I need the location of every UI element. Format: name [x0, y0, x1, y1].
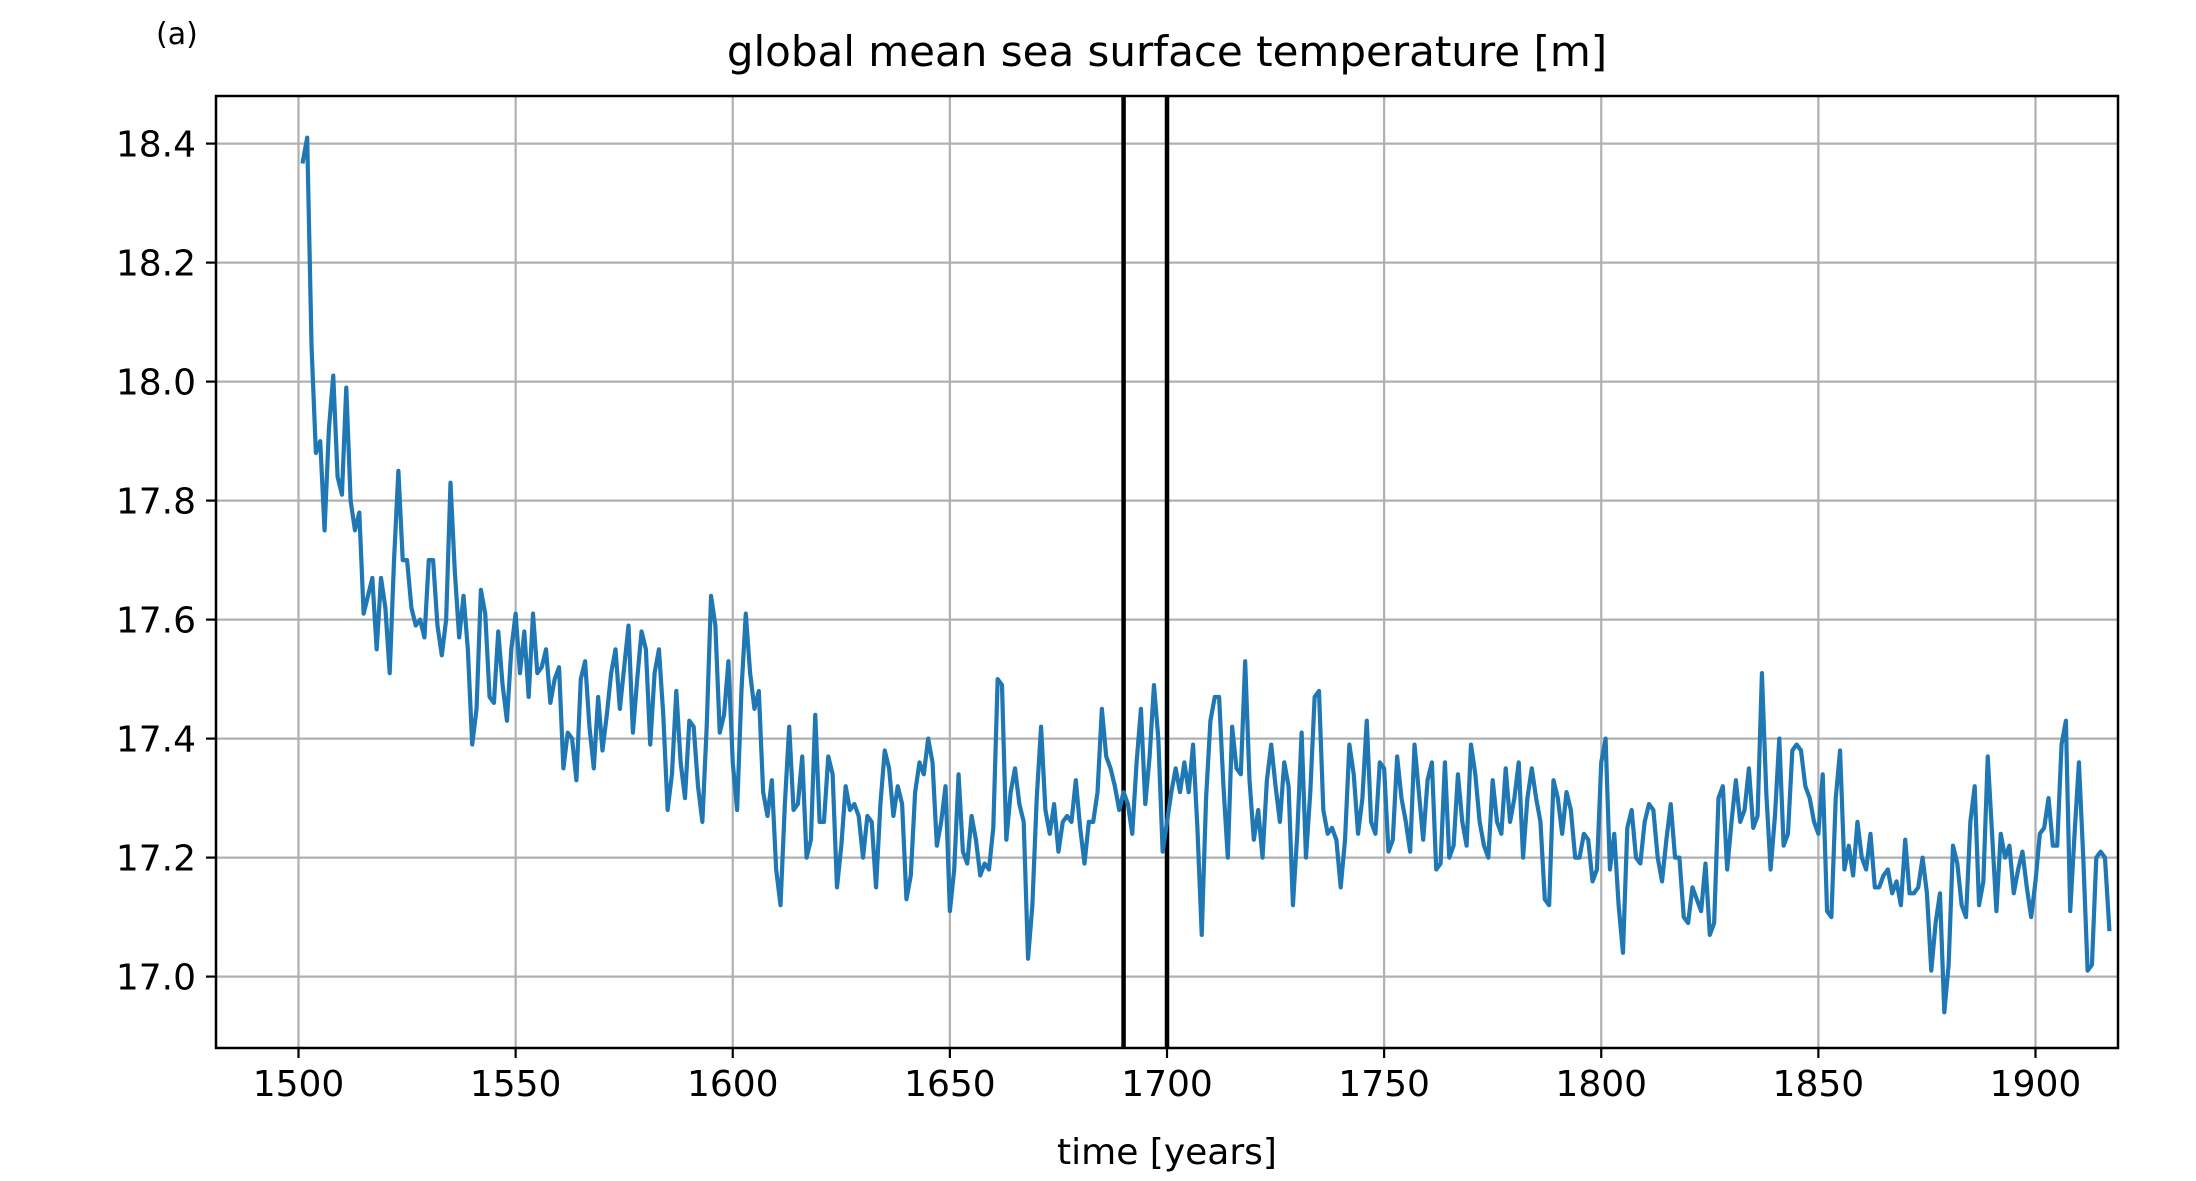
- y-tick-label: 18.0: [116, 363, 196, 404]
- y-tick-label: 17.2: [116, 839, 196, 880]
- series-group: [300, 135, 2112, 1015]
- x-axis: 1500 1550 1600 1650 1700 1750 1800 1850 1900: [253, 1048, 2082, 1105]
- y-tick-label: 17.8: [116, 482, 196, 523]
- x-tick-label: 1750: [1338, 1064, 1430, 1105]
- y-tick-label: 17.6: [116, 601, 196, 642]
- series-line: [300, 135, 2112, 1015]
- chart-title: global mean sea surface temperature [m]: [727, 27, 1607, 76]
- y-tick-label: 17.0: [116, 958, 196, 999]
- vertical-markers: [1121, 96, 1170, 1048]
- y-axis: 17.0 17.2 17.4 17.6 17.8 18.0 18.2 18.4: [116, 125, 216, 999]
- x-tick-label: 1600: [687, 1064, 779, 1105]
- x-tick-label: 1700: [1121, 1064, 1213, 1105]
- y-tick-label: 17.4: [116, 720, 196, 761]
- x-tick-label: 1550: [470, 1064, 562, 1105]
- x-tick-label: 1500: [253, 1064, 345, 1105]
- y-tick-label: 18.4: [116, 125, 196, 166]
- x-tick-label: 1800: [1555, 1064, 1647, 1105]
- panel-label: (a): [156, 17, 198, 52]
- x-tick-label: 1850: [1773, 1064, 1865, 1105]
- x-axis-label: time [years]: [1057, 1132, 1277, 1173]
- x-tick-label: 1900: [1990, 1064, 2082, 1105]
- y-tick-label: 18.2: [116, 244, 196, 285]
- x-tick-label: 1650: [904, 1064, 996, 1105]
